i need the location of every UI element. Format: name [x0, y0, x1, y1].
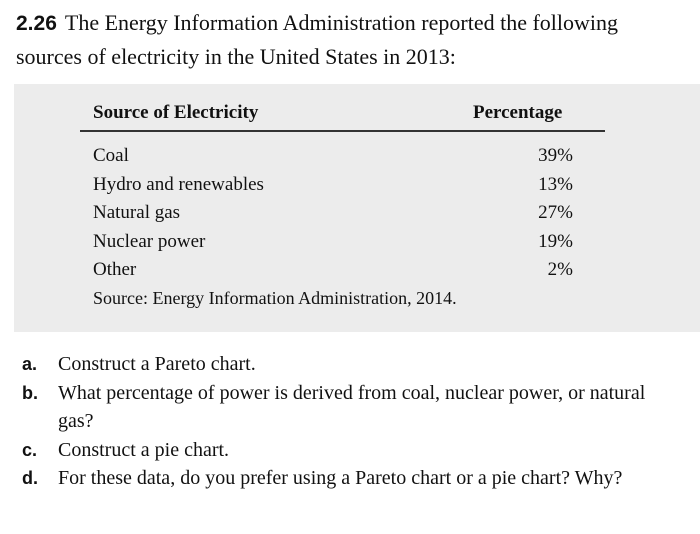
percentage-cell: 39%: [538, 145, 573, 166]
source-cell: Other: [93, 259, 137, 280]
part-text: What percentage of power is derived from…: [58, 381, 646, 433]
percentage-cell: 27%: [538, 202, 573, 223]
percentage-cell: 13%: [538, 173, 573, 195]
source-cell: Hydro and renewables: [93, 173, 264, 195]
question-part: d. For these data, do you prefer using a…: [22, 464, 682, 493]
percentage-cell: 2%: [547, 259, 573, 280]
question-part: a. Construct a Pareto chart.: [22, 350, 682, 379]
data-table: Source of Electricity Percentage Coal 39…: [14, 84, 700, 332]
part-text: Construct a Pareto chart.: [58, 353, 256, 375]
percentage-cell: 19%: [538, 230, 573, 252]
column-header-source: Source of Electricity: [93, 102, 259, 123]
part-text: For these data, do you prefer using a Pa…: [58, 467, 623, 489]
problem-text: The Energy Information Administration re…: [16, 10, 619, 69]
part-letter: a.: [22, 354, 38, 374]
part-letter: b.: [22, 382, 38, 403]
header-divider: [80, 130, 605, 132]
table-row: Hydro and renewables 13%: [93, 171, 573, 200]
part-letter: d.: [22, 468, 38, 488]
question-part: b. What percentage of power is derived f…: [22, 379, 682, 436]
part-letter: c.: [22, 439, 38, 460]
table-body: Coal 39% Hydro and renewables 13% Natura…: [93, 142, 573, 285]
problem-number: 2.26: [16, 12, 57, 35]
source-cell: Coal: [93, 145, 129, 166]
question-parts: a. Construct a Pareto chart. b. What per…: [22, 350, 682, 493]
table-row: Nuclear power 19%: [93, 228, 573, 257]
table-row: Other 2%: [93, 256, 573, 285]
table-row: Natural gas 27%: [93, 199, 573, 228]
question-part: c. Construct a pie chart.: [22, 436, 682, 465]
source-cell: Natural gas: [93, 202, 181, 223]
source-cell: Nuclear power: [93, 230, 206, 252]
problem-statement: 2.26 The Energy Information Administratio…: [16, 6, 684, 73]
table-row: Coal 39%: [93, 142, 573, 171]
column-header-percentage: Percentage: [473, 102, 563, 123]
part-text: Construct a pie chart.: [58, 438, 230, 461]
table-source-note: Source: Energy Information Administratio…: [93, 288, 457, 308]
